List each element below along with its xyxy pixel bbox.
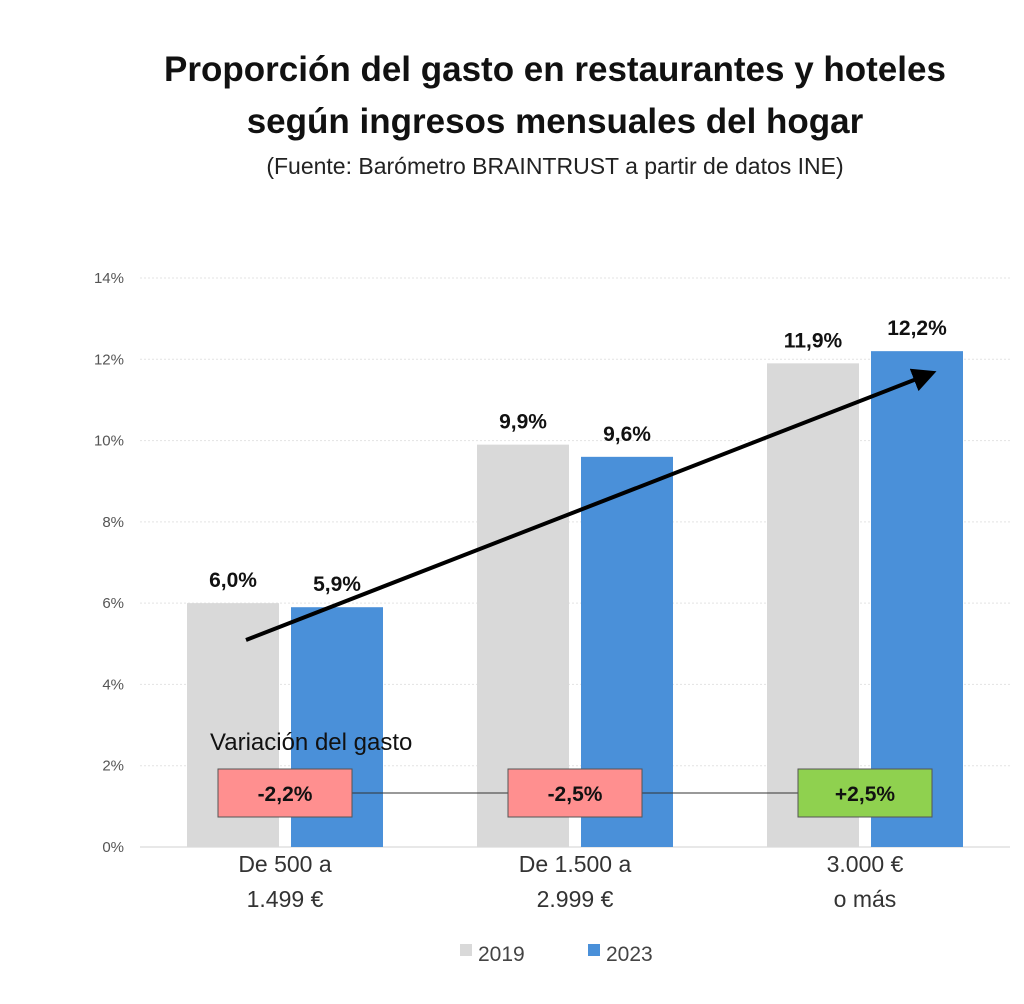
chart-subtitle: (Fuente: Barómetro BRAINTRUST a partir d… — [266, 153, 844, 179]
y-tick-label: 8% — [102, 514, 124, 531]
y-tick-label: 6% — [102, 595, 124, 612]
legend-label: 2023 — [606, 943, 653, 966]
x-tick-label: 2.999 € — [537, 886, 614, 912]
chart-title-line2: según ingresos mensuales del hogar — [246, 102, 864, 141]
variation-box — [217, 768, 353, 818]
variation-box — [797, 768, 933, 818]
trend-arrow — [245, 368, 937, 642]
legend-label: 2019 — [478, 943, 525, 966]
x-tick-label: De 1.500 a — [519, 851, 632, 877]
x-tick-label: De 500 a — [238, 851, 332, 877]
x-tick-label: 3.000 € — [827, 851, 904, 877]
data-label: 6,0% — [209, 569, 257, 592]
variation-value: -2,5% — [548, 783, 603, 806]
data-label: 9,9% — [499, 411, 547, 434]
data-label: 5,9% — [313, 573, 361, 596]
variation-box — [507, 768, 643, 818]
x-tick-label: o más — [834, 886, 897, 912]
variation-value: -2,2% — [258, 783, 313, 806]
y-tick-label: 14% — [94, 270, 124, 287]
bar-2019 — [767, 363, 859, 847]
y-tick-label: 2% — [102, 758, 124, 775]
variation-title: Variación del gasto — [210, 729, 412, 756]
y-tick-label: 10% — [94, 433, 124, 450]
bar-2023 — [871, 351, 963, 847]
chart-title-line1: Proporción del gasto en restaurantes y h… — [164, 50, 946, 89]
legend-swatch-2023 — [588, 944, 600, 956]
x-tick-label: 1.499 € — [247, 886, 324, 912]
y-tick-label: 12% — [94, 351, 124, 368]
y-tick-label: 4% — [102, 676, 124, 693]
variation-value: +2,5% — [835, 783, 895, 806]
data-label: 12,2% — [887, 317, 947, 340]
data-label: 11,9% — [784, 329, 843, 352]
y-tick-label: 0% — [102, 839, 124, 856]
data-label: 9,6% — [603, 423, 651, 446]
legend-swatch-2019 — [460, 944, 472, 956]
